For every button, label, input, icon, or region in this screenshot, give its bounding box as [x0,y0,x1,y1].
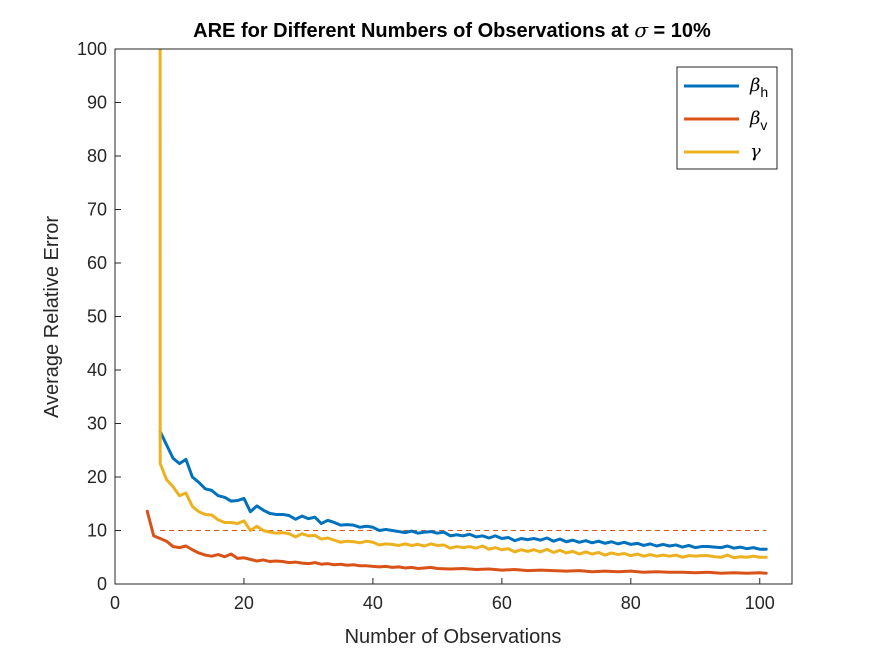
y-tick-label: 60 [87,253,107,273]
y-tick-label: 20 [87,467,107,487]
x-axis-ticks: 0 20 40 60 80 100 [110,578,775,613]
title-prefix: ARE for Different Numbers of Observation… [193,20,634,42]
y-tick-label: 30 [87,414,107,434]
y-axis-ticks: 0 10 20 30 40 50 60 70 80 90 100 [77,39,121,594]
y-tick-label: 40 [87,360,107,380]
x-axis-label: Number of Observations [345,626,562,648]
y-tick-label: 90 [87,93,107,113]
y-tick-label: 80 [87,146,107,166]
y-tick-label: 70 [87,200,107,220]
x-tick-label: 100 [745,593,775,613]
x-tick-label: 40 [363,593,383,613]
x-tick-label: 0 [110,593,120,613]
x-tick-label: 80 [621,593,641,613]
legend-label-1: βh [749,75,768,100]
series-layer [145,49,768,575]
y-tick-label: 0 [97,574,107,594]
x-tick-label: 60 [492,593,512,613]
series-line-3 [158,49,768,560]
y-tick-label: 50 [87,307,107,327]
legend-label-3: γ [750,141,761,162]
legend: βh βv γ [676,66,778,170]
chart-title: ARE for Different Numbers of Observation… [193,18,711,42]
y-tick-label: 10 [87,521,107,541]
y-tick-label: 100 [77,39,107,59]
legend-entries: βh βv γ [684,75,768,162]
series-line-2 [145,509,768,575]
y-axis-label: Average Relative Error [41,216,63,418]
series-line-1 [158,430,768,551]
legend-label-2: βv [749,108,767,133]
title-sigma-symbol: σ [634,18,649,42]
x-tick-label: 20 [234,593,254,613]
title-suffix: = 10% [648,20,711,42]
